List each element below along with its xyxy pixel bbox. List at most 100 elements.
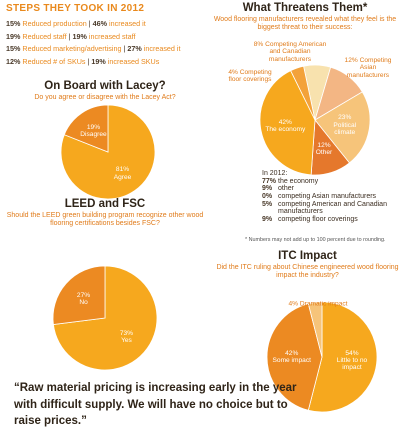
slice-value: 4%: [288, 300, 299, 308]
comparison-text: the economy: [278, 177, 319, 185]
slice-value: 73%: [119, 329, 134, 337]
right-pct: 46%: [92, 19, 107, 28]
slice-value: 4%: [228, 68, 238, 76]
comparison-text: competing floor coverings: [278, 216, 358, 224]
comparison-pct: 9%: [262, 185, 273, 193]
left-pct: 19%: [6, 31, 21, 41]
slice-category: Competing Asian manufacturers: [346, 57, 392, 79]
steps-row: 19% Reduced staff | 19% increased staff: [6, 31, 136, 41]
comparison-title: In 2012:: [262, 170, 288, 177]
slice-category: Competing floor coverings: [228, 68, 272, 83]
left-text: Reduced production: [22, 19, 87, 28]
slice-value: 81%: [115, 166, 130, 174]
slice-category: The economy: [265, 125, 306, 133]
slice-label: 27% No: [62, 292, 106, 307]
right-pct: 27%: [127, 44, 142, 53]
comparison-row: 77% the economy: [262, 178, 397, 186]
chart-subtitle: Do you agree or disagree with the Lacey …: [34, 94, 176, 101]
left-text: Reduced # of SKUs: [22, 56, 86, 66]
comparison-row: 0% competing Asian manufacturers: [262, 193, 397, 201]
right-pct: 19%: [72, 31, 87, 41]
slice-label: 42% Some impact: [270, 350, 314, 365]
slice-value: 42%: [278, 118, 292, 126]
slice-label: 12% Competing Asian manufacturers: [339, 57, 397, 79]
slice-category: Yes: [121, 336, 132, 344]
comparison-row: 9% other: [262, 185, 397, 193]
steps-title: STEPS THEY TOOK IN 2012: [6, 3, 145, 14]
slice-value: 12%: [344, 57, 358, 65]
chart-heading: On Board with Lacey? Do you agree or disa…: [5, 80, 205, 102]
slice-label: 42% The economy: [263, 119, 307, 134]
slice-category: Political climate: [333, 121, 357, 137]
comparison-pct: 0%: [262, 193, 273, 201]
pie-slice: [314, 91, 371, 164]
chart-heading: What Threatens Them* Wood flooring manufa…: [210, 2, 400, 32]
slice-label: 19% Disagree: [71, 123, 115, 138]
slice-value: 8%: [253, 41, 264, 49]
slice-value: 54%: [345, 349, 359, 357]
chart-subtitle: Should the LEED green building program r…: [6, 212, 204, 228]
pie-slice: [266, 303, 323, 411]
footnote: * Numbers may not add up to 100 percent …: [245, 237, 386, 243]
comparison-text: competing Asian manufacturers: [278, 193, 377, 201]
comparison-row: 5% competing American and Canadian manufa…: [262, 201, 397, 216]
left-pct: 12%: [6, 56, 21, 66]
right-text: increased it: [109, 19, 146, 28]
pie-slice: [52, 265, 106, 325]
comparison-pct: 9%: [262, 216, 273, 224]
pie-slice: [259, 70, 316, 176]
chart-title: On Board with Lacey?: [44, 80, 166, 92]
slice-label: 73% Yes: [104, 330, 148, 345]
slice-label: 4% Dramatic impact: [273, 300, 363, 307]
slice-category: Dramatic impact: [299, 300, 348, 308]
slice-category: Competing American and Canadian manufact…: [265, 41, 327, 63]
comparison-text: other: [278, 185, 294, 193]
chart-heading: LEED and FSC Should the LEED green buildi…: [5, 198, 205, 228]
slice-category: Agree: [113, 173, 132, 181]
chart-title: What Threatens Them*: [242, 2, 368, 14]
slice-label: 23% Political climate: [323, 115, 367, 137]
slice-value: 27%: [76, 291, 91, 299]
steps-row: 15% Reduced marketing/advertising | 27% …: [6, 44, 181, 53]
right-text: increased SKUs: [107, 56, 160, 66]
left-pct: 15%: [6, 19, 21, 28]
chart-title: ITC Impact: [278, 250, 337, 262]
chart-subtitle: Did the ITC ruling about Chinese enginee…: [216, 264, 399, 280]
pie-slice: [307, 301, 323, 358]
chart-title: LEED and FSC: [64, 198, 146, 210]
chart-subtitle: Wood flooring manufacturers revealed wha…: [213, 16, 397, 32]
slice-label: 4% Competing floor coverings: [227, 69, 273, 84]
pie-slice: [307, 301, 378, 413]
quote: “Raw material pricing is increasing earl…: [14, 382, 297, 428]
chart-heading: ITC Impact Did the ITC ruling about Chine…: [215, 250, 400, 280]
comparison-pct: 77%: [262, 177, 277, 185]
right-text: increased staff: [88, 31, 136, 41]
left-text: Reduced marketing/advertising: [22, 44, 122, 53]
slice-category: Disagree: [80, 130, 107, 138]
comparison-list: In 2012: 77% the economy 9% other 0% competing…: [262, 170, 397, 224]
slice-category: No: [79, 299, 88, 307]
left-text: Reduced staff: [22, 31, 67, 41]
pie-slice: [63, 104, 109, 153]
slice-label: 54% Little to no impact: [330, 350, 374, 372]
steps-row: 15% Reduced production | 46% increased i…: [6, 19, 146, 28]
comparison-row: 9% competing floor coverings: [262, 216, 397, 224]
steps-row: 12% Reduced # of SKUs | 19% increased SK…: [6, 56, 160, 66]
pie-slice: [290, 65, 316, 121]
slice-value: 12%: [317, 141, 331, 149]
slice-label: 81% Agree: [101, 166, 145, 181]
slice-value: 42%: [285, 349, 299, 357]
slice-value: 19%: [86, 123, 101, 131]
slice-value: 23%: [338, 114, 352, 122]
comparison-pct: 5%: [262, 200, 273, 208]
slice-category: Some impact: [272, 357, 311, 364]
right-text: increased it: [143, 44, 181, 53]
slice-label: 8% Competing American and Canadian manuf…: [249, 41, 331, 63]
comparison-text: competing American and Canadian manufact…: [278, 200, 387, 216]
slice-label: 12% Other: [302, 142, 346, 157]
slice-category: Little to no impact: [336, 357, 368, 372]
slice-category: Other: [315, 148, 333, 156]
right-pct: 19%: [91, 56, 106, 66]
